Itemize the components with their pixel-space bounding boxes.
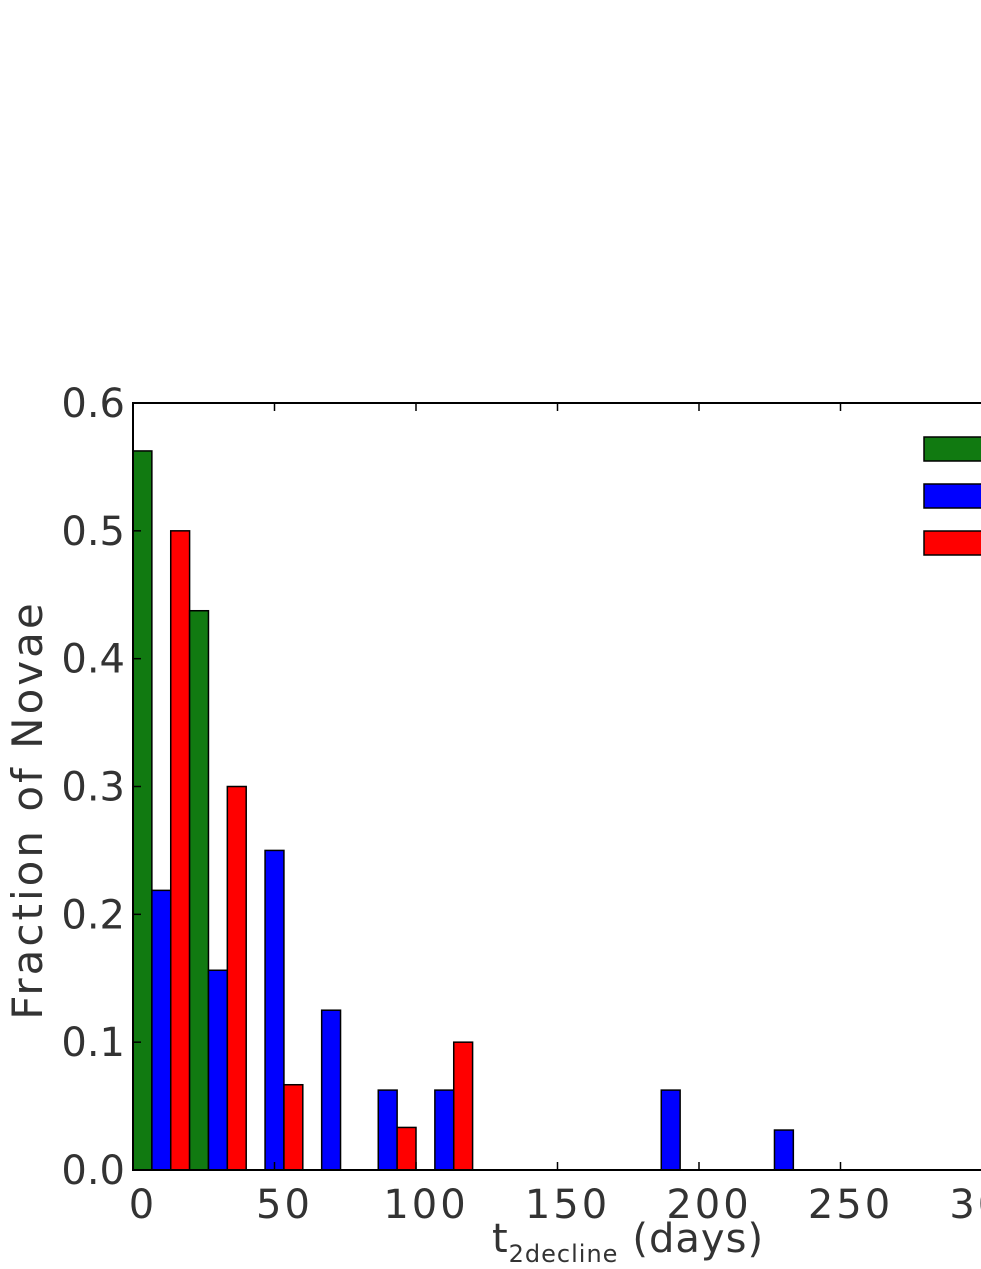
x-axis-label: t2decline (days): [492, 1216, 764, 1268]
bar: [264, 849, 285, 1171]
y-axis-label: Fraction of Novae: [3, 600, 52, 1019]
bar: [188, 609, 210, 1171]
bar: [207, 969, 229, 1171]
x-tick-label: 250: [808, 1182, 893, 1228]
bar: [283, 1083, 304, 1171]
x-tick-label: 200: [666, 1182, 751, 1228]
bar: [377, 1089, 398, 1171]
plot-frame: [132, 402, 981, 1171]
bar: [320, 1009, 342, 1171]
y-tick-label: 0.6: [61, 381, 125, 427]
y-tick-label: 0.0: [61, 1148, 125, 1194]
bar: [226, 785, 247, 1171]
x-tick-label: 0: [129, 1182, 157, 1228]
legend-swatch: [923, 436, 981, 462]
legend-swatch: [923, 530, 981, 556]
y-tick-label: 0.2: [61, 892, 125, 938]
y-tick-label: 0.3: [61, 765, 125, 811]
bar: [132, 450, 153, 1171]
bar: [660, 1089, 681, 1171]
x-tick-label: 150: [525, 1182, 610, 1228]
bar: [151, 889, 172, 1171]
bar: [396, 1126, 417, 1171]
x-tick-label: 300: [949, 1182, 981, 1228]
legend-swatch: [923, 483, 981, 509]
bar: [773, 1129, 795, 1171]
x-label-main: t: [492, 1216, 509, 1262]
bar: [434, 1089, 455, 1171]
y-tick-label: 0.1: [61, 1020, 125, 1066]
bar: [452, 1041, 474, 1171]
x-label-subscript: 2decline: [509, 1240, 619, 1268]
x-tick-label: 50: [256, 1182, 313, 1228]
y-tick-label: 0.4: [61, 637, 125, 683]
x-tick-label: 100: [383, 1182, 468, 1228]
x-label-suffix: (days): [632, 1216, 764, 1262]
bar: [169, 530, 191, 1171]
y-tick-label: 0.5: [61, 509, 125, 555]
